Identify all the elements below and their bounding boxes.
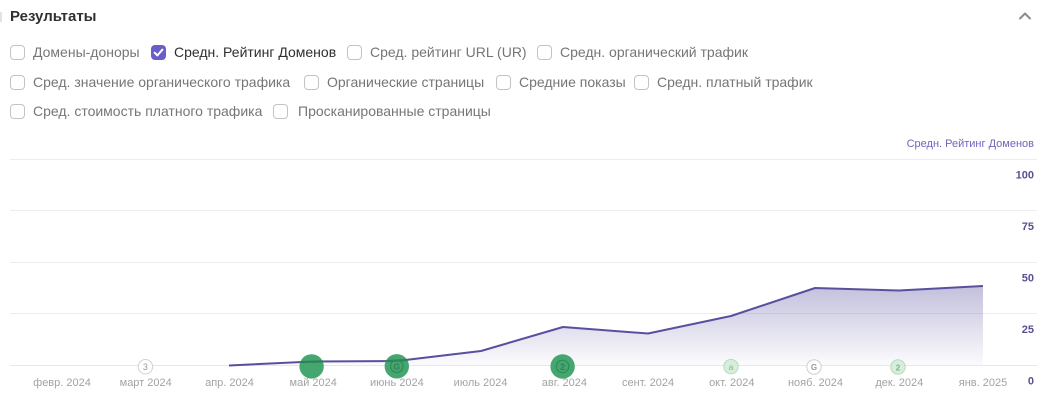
svg-text:янв. 2025: янв. 2025 (959, 377, 1007, 389)
svg-text:февр. 2024: февр. 2024 (33, 377, 91, 389)
svg-text:нояб. 2024: нояб. 2024 (788, 377, 843, 389)
svg-text:дек. 2024: дек. 2024 (875, 377, 923, 389)
svg-text:0: 0 (1028, 376, 1034, 388)
svg-text:авг. 2024: авг. 2024 (542, 377, 587, 389)
svg-text:2: 2 (560, 362, 565, 372)
svg-text:G: G (811, 363, 817, 372)
svg-text:75: 75 (1022, 221, 1034, 233)
svg-text:G: G (393, 362, 400, 372)
svg-text:a: a (729, 362, 734, 372)
svg-text:сент. 2024: сент. 2024 (622, 377, 674, 389)
svg-text:25: 25 (1022, 324, 1034, 336)
svg-text:2: 2 (896, 362, 901, 372)
svg-text:апр. 2024: апр. 2024 (205, 377, 254, 389)
svg-text:3: 3 (143, 362, 148, 372)
svg-text:Средн. Рейтинг Доменов: Средн. Рейтинг Доменов (907, 138, 1035, 150)
svg-text:июнь 2024: июнь 2024 (370, 377, 424, 389)
svg-text:март 2024: март 2024 (120, 377, 172, 389)
svg-text:июль 2024: июль 2024 (454, 377, 508, 389)
svg-text:50: 50 (1022, 273, 1034, 285)
svg-text:окт. 2024: окт. 2024 (709, 377, 754, 389)
svg-text:май 2024: май 2024 (290, 377, 337, 389)
svg-text:100: 100 (1016, 170, 1034, 182)
